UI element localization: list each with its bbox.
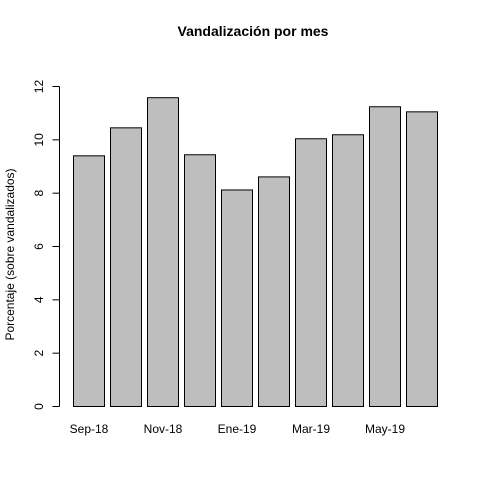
y-tick-label: 12 (32, 80, 46, 94)
x-tick-label: Ene-19 (218, 422, 257, 436)
bar-Jun-19 (406, 111, 438, 407)
x-tick-label: Nov-18 (144, 422, 183, 436)
y-tick-label: 8 (32, 190, 46, 197)
bar-Mar-19 (295, 138, 327, 407)
bar-Ene-19 (221, 189, 253, 407)
bars-group (73, 97, 438, 408)
x-tick-label: Sep-18 (70, 422, 109, 436)
y-tick-label: 2 (32, 350, 46, 357)
y-tick-label: 10 (32, 133, 46, 147)
bar-Feb-19 (258, 176, 290, 407)
bar-Nov-18 (147, 97, 179, 407)
x-axis-labels: Sep-18 Nov-18 Ene-19 Mar-19 May-19 (70, 422, 406, 436)
x-tick-label: May-19 (365, 422, 405, 436)
bar-Dic-18 (184, 154, 216, 407)
y-axis-ticks: 0 2 4 6 8 10 12 (32, 80, 60, 410)
y-tick-label: 0 (32, 403, 46, 410)
bar-Sep-18 (73, 155, 105, 407)
bar-May-19 (369, 106, 401, 408)
x-tick-label: Mar-19 (292, 422, 330, 436)
bar-Oct-18 (110, 127, 142, 407)
y-tick-label: 4 (32, 296, 46, 303)
bar-Abr-19 (332, 134, 364, 407)
y-axis-label: Porcentaje (sobre vandalizados) (3, 168, 17, 340)
y-tick-label: 6 (32, 243, 46, 250)
chart-title: Vandalización por mes (178, 23, 329, 39)
